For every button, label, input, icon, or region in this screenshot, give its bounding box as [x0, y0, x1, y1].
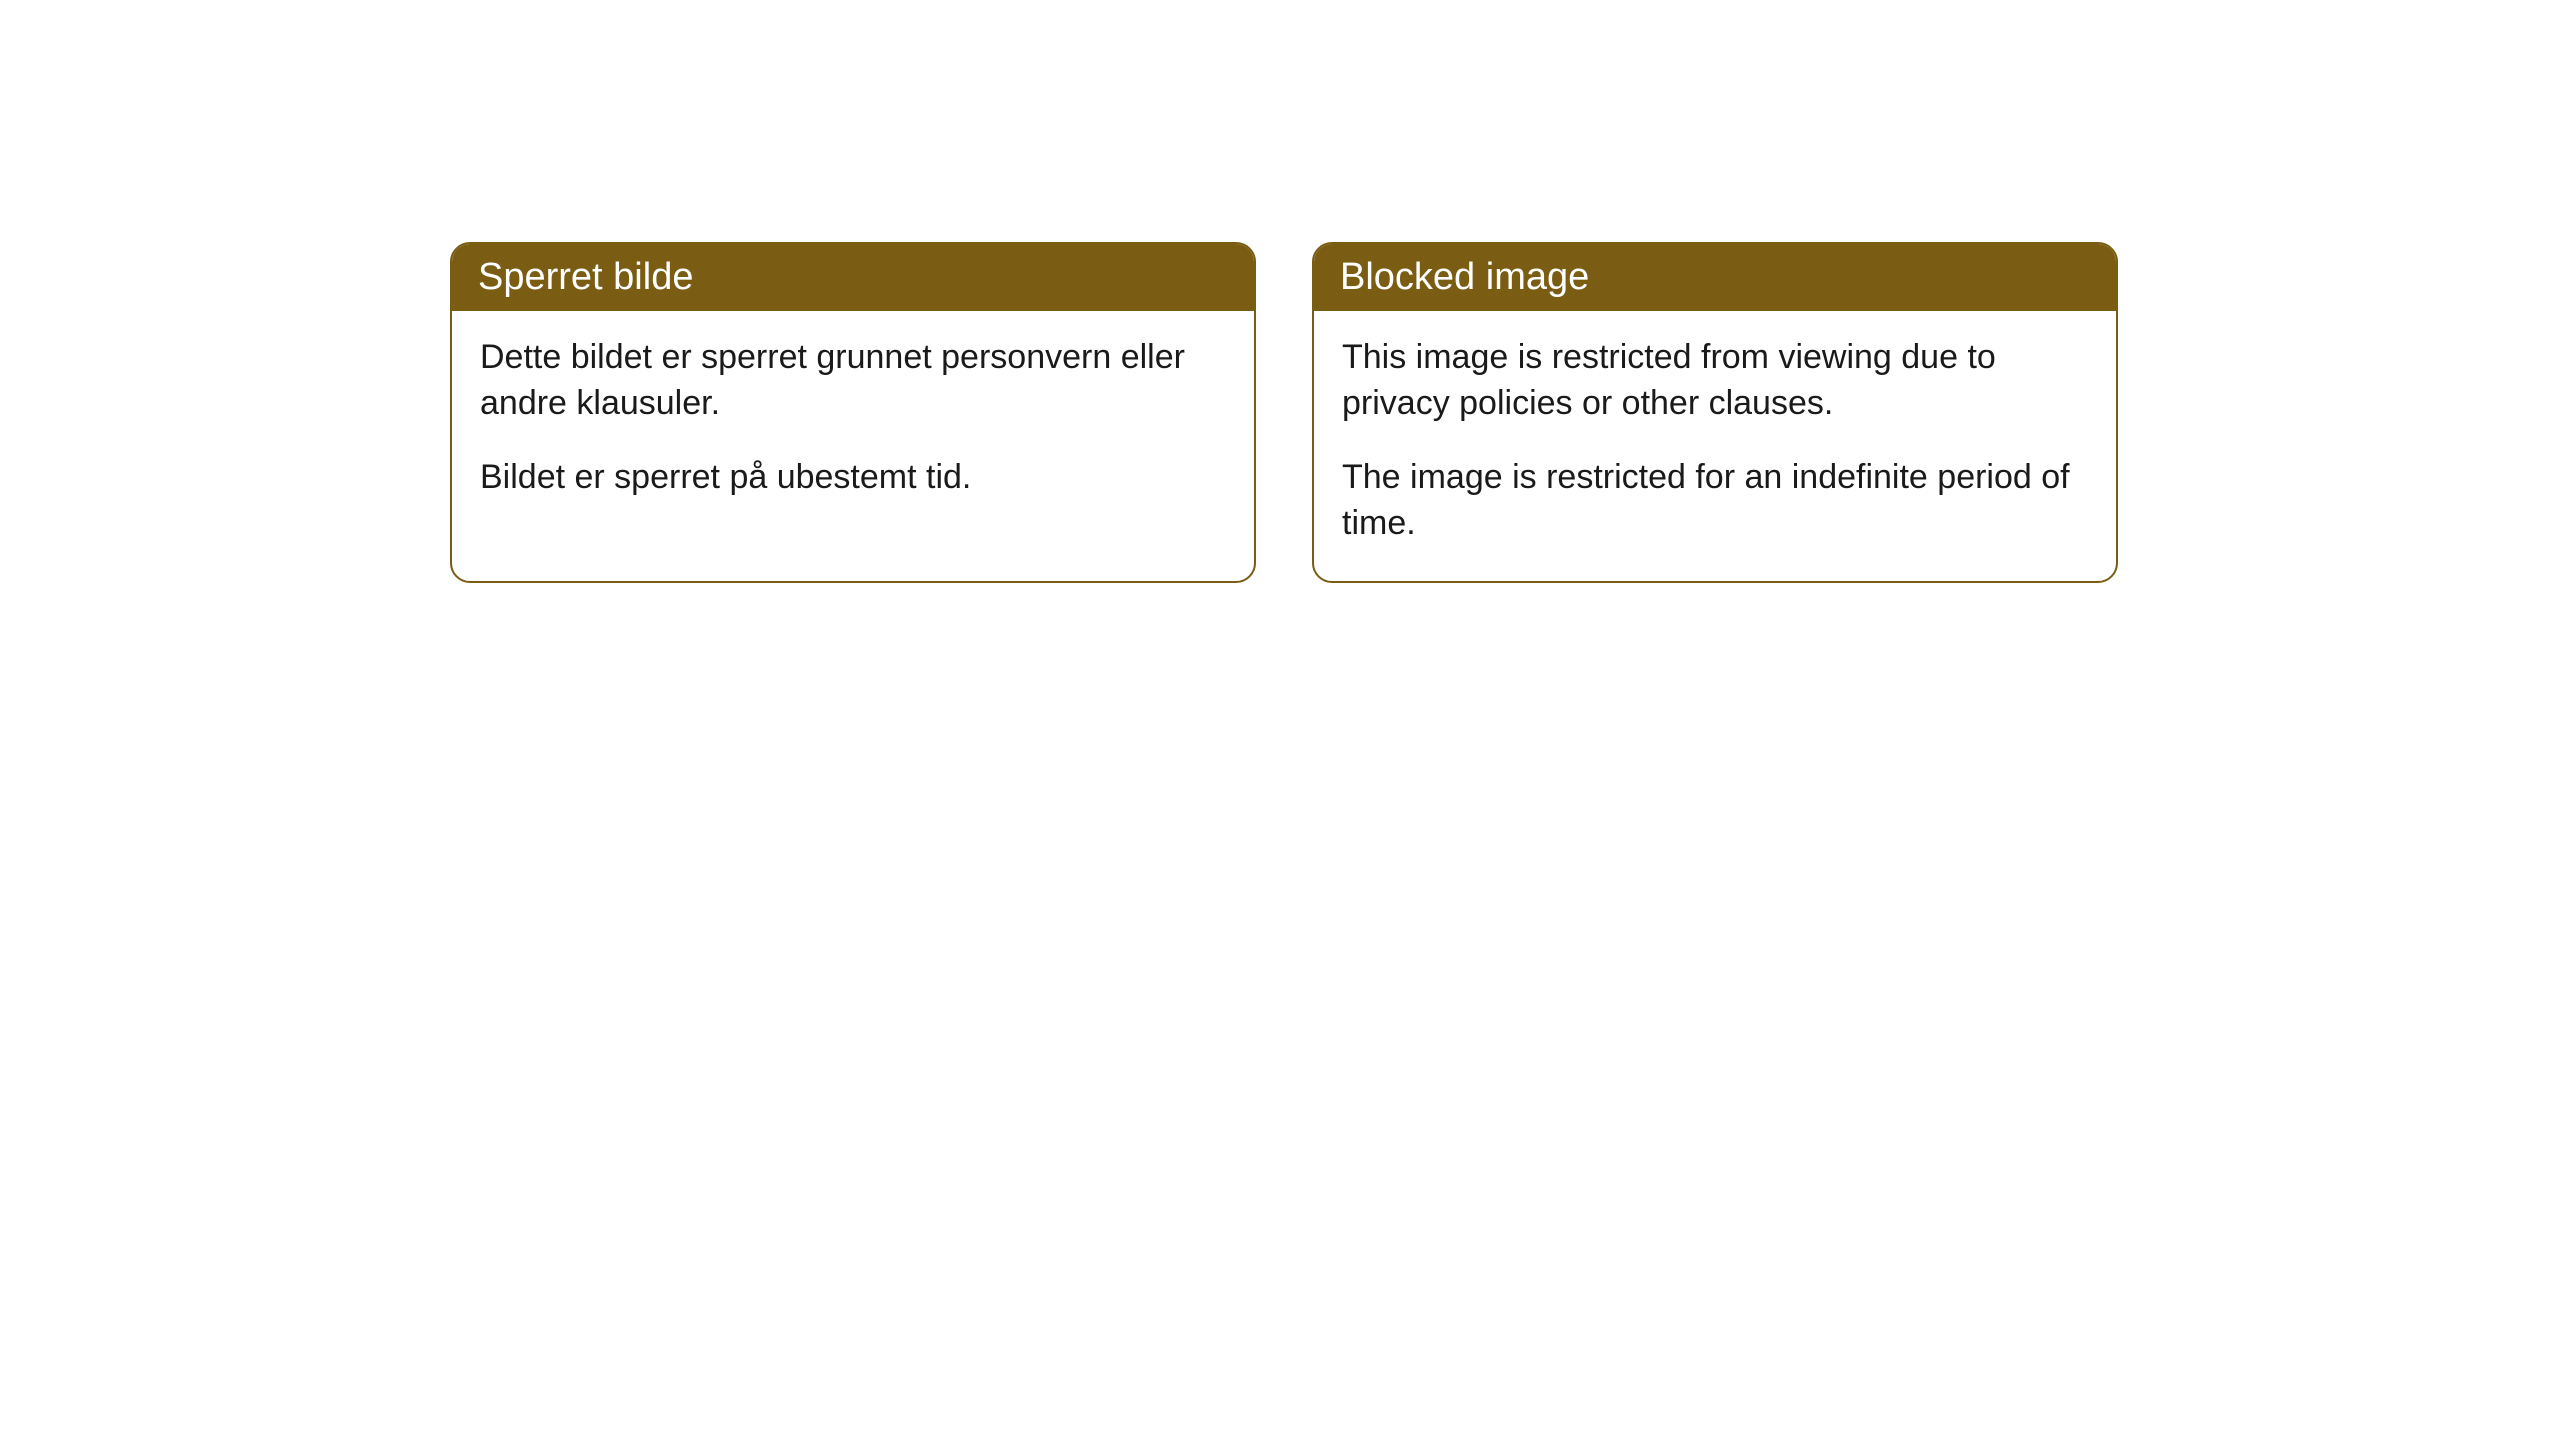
card-title: Sperret bilde [478, 256, 693, 298]
card-paragraph: This image is restricted from viewing du… [1342, 335, 2088, 427]
card-title: Blocked image [1340, 256, 1589, 298]
card-norwegian: Sperret bilde Dette bildet er sperret gr… [450, 242, 1256, 583]
card-body-english: This image is restricted from viewing du… [1314, 311, 2116, 581]
card-header-norwegian: Sperret bilde [452, 244, 1254, 311]
card-paragraph: Bildet er sperret på ubestemt tid. [480, 455, 1226, 501]
notice-container: Sperret bilde Dette bildet er sperret gr… [450, 242, 2118, 583]
card-paragraph: The image is restricted for an indefinit… [1342, 455, 2088, 547]
card-header-english: Blocked image [1314, 244, 2116, 311]
card-body-norwegian: Dette bildet er sperret grunnet personve… [452, 311, 1254, 535]
card-paragraph: Dette bildet er sperret grunnet personve… [480, 335, 1226, 427]
card-english: Blocked image This image is restricted f… [1312, 242, 2118, 583]
